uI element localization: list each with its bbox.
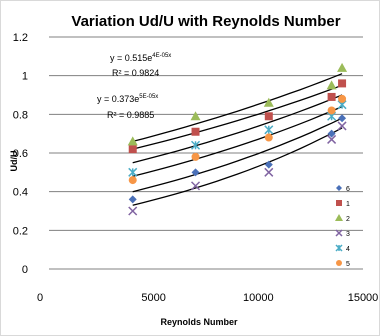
legend-label-4: 3 bbox=[346, 231, 350, 238]
trendline-3 bbox=[132, 94, 343, 164]
data-point-s3-4 bbox=[326, 80, 337, 90]
equation-1-exponent: 4E-05x bbox=[152, 53, 171, 59]
equation-1-text: y = 0.515e bbox=[110, 53, 152, 63]
legend: 6 1 2 3 4 5 bbox=[335, 185, 350, 268]
data-point-s5-2 bbox=[191, 140, 201, 150]
y-tick-labels: 0 0.2 0.4 0.6 0.8 1 1.2 bbox=[13, 32, 28, 276]
data-point-s1-1 bbox=[128, 195, 137, 204]
equation-2-exponent: 5E-05x bbox=[139, 94, 158, 100]
data-point-s2-4 bbox=[327, 92, 336, 101]
svg-text:y = 0.515e4E-05x: y = 0.515e4E-05x bbox=[110, 53, 171, 63]
x-axis-label: Reynolds Number bbox=[160, 317, 238, 327]
y-tick-label: 1.2 bbox=[13, 32, 28, 44]
data-point-s6-4 bbox=[327, 106, 336, 115]
data-point-s5-3 bbox=[264, 125, 274, 135]
legend-label-6: 5 bbox=[346, 261, 350, 268]
legend-label-5: 4 bbox=[346, 246, 350, 253]
data-point-s4-5 bbox=[337, 121, 347, 131]
x-tick-label: 10000 bbox=[243, 292, 274, 304]
data-point-s6-3 bbox=[264, 133, 273, 142]
data-point-s1-3 bbox=[264, 160, 273, 169]
trendline-5 bbox=[132, 117, 343, 193]
trendline-4 bbox=[132, 106, 343, 177]
y-tick-label: 1 bbox=[22, 71, 28, 83]
equation-1: y = 0.515e4E-05x R² = 0.9824 bbox=[110, 53, 171, 78]
data-point-s4-4 bbox=[327, 134, 337, 144]
data-point-s2-3 bbox=[264, 112, 273, 121]
x-tick-label: 15000 bbox=[348, 292, 379, 304]
trendlines bbox=[132, 73, 343, 206]
legend-marker-1 bbox=[336, 185, 342, 191]
r-squared-1: R² = 0.9824 bbox=[112, 68, 159, 78]
data-point-s1-4 bbox=[327, 129, 336, 138]
legend-marker-5 bbox=[335, 244, 343, 252]
data-point-s6-2 bbox=[191, 152, 200, 161]
data-point-s2-1 bbox=[128, 145, 137, 154]
y-tick-label: 0.2 bbox=[13, 225, 28, 237]
gridlines bbox=[49, 36, 363, 231]
data-point-s6-1 bbox=[128, 176, 137, 185]
y-axis-label: Ud/U bbox=[9, 151, 19, 172]
y-tick-label: 0.8 bbox=[13, 109, 28, 121]
y-tick-label: 0 bbox=[22, 264, 28, 276]
y-tick-label: 0.4 bbox=[13, 187, 28, 199]
data-points bbox=[127, 62, 348, 216]
svg-text:y = 0.373e5E-05x: y = 0.373e5E-05x bbox=[97, 94, 158, 104]
trendline-2 bbox=[132, 84, 343, 150]
equation-2-text: y = 0.373e bbox=[97, 94, 139, 104]
legend-label-3: 2 bbox=[346, 216, 350, 223]
data-point-s3-2 bbox=[190, 111, 201, 121]
data-point-s3-5 bbox=[337, 62, 348, 72]
y-tick-label: 0.6 bbox=[13, 148, 28, 160]
data-point-s4-3 bbox=[264, 167, 274, 177]
data-point-s1-5 bbox=[338, 114, 347, 123]
data-point-s6-5 bbox=[338, 94, 347, 103]
data-point-s5-1 bbox=[128, 167, 138, 177]
legend-marker-6 bbox=[336, 260, 342, 266]
r-squared-2: R² = 0.9885 bbox=[107, 110, 154, 120]
equation-2: y = 0.373e5E-05x R² = 0.9885 bbox=[97, 94, 158, 120]
x-tick-labels: 0 5000 10000 15000 bbox=[37, 292, 378, 304]
legend-label-2: 1 bbox=[346, 201, 350, 208]
chart-title: Variation Ud/U with Reynolds Number bbox=[71, 13, 340, 30]
trendline-1 bbox=[132, 73, 343, 143]
x-tick-label: 5000 bbox=[141, 292, 165, 304]
x-tick-label: 0 bbox=[37, 292, 43, 304]
data-point-s3-1 bbox=[127, 136, 138, 146]
legend-marker-2 bbox=[336, 200, 342, 206]
trendline-6 bbox=[132, 127, 343, 206]
data-point-s4-2 bbox=[191, 181, 201, 191]
data-point-s2-2 bbox=[191, 127, 200, 136]
data-point-s3-3 bbox=[263, 97, 274, 107]
data-point-s1-2 bbox=[191, 168, 200, 177]
legend-marker-4 bbox=[335, 229, 343, 237]
legend-label-1: 6 bbox=[346, 186, 350, 193]
data-point-s2-5 bbox=[338, 79, 347, 88]
legend-marker-3 bbox=[335, 214, 343, 221]
data-point-s4-1 bbox=[128, 206, 138, 216]
